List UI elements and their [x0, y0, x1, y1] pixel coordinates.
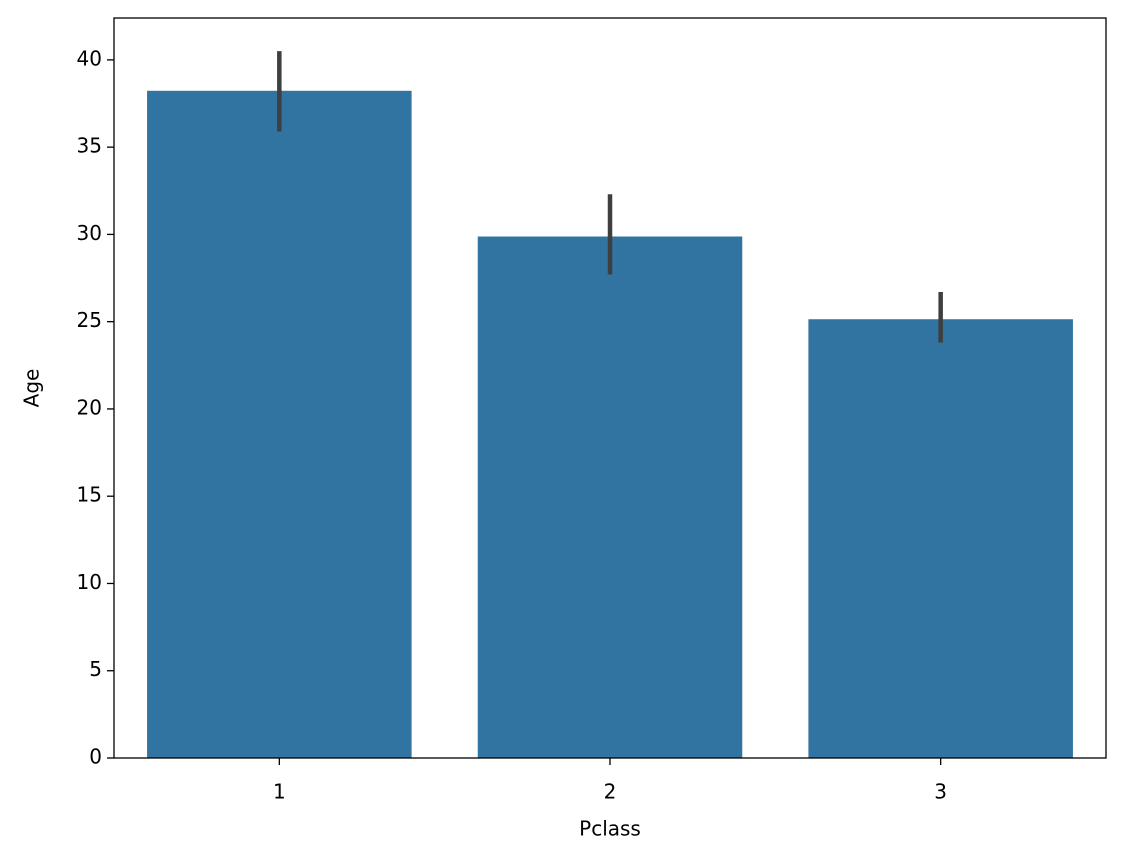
- y-axis-label: Age: [20, 369, 44, 408]
- x-tick-label: 1: [273, 780, 286, 804]
- x-tick-label: 2: [604, 780, 617, 804]
- bar: [808, 319, 1073, 758]
- plot-frame: [113, 17, 1107, 759]
- y-tick-label: 30: [77, 221, 102, 245]
- y-tick-label: 35: [77, 134, 102, 158]
- y-tick-label: 0: [89, 745, 102, 769]
- y-tick-label: 15: [77, 483, 102, 507]
- bar: [147, 90, 412, 758]
- y-tick-label: 10: [77, 570, 102, 594]
- bar: [477, 236, 743, 759]
- x-axis-label: Pclass: [579, 817, 641, 841]
- x-tick-label: 3: [934, 780, 947, 804]
- y-tick-label: 20: [77, 395, 102, 419]
- y-tick-label: 40: [77, 46, 102, 70]
- y-tick-label: 25: [77, 308, 102, 332]
- y-tick-label: 5: [89, 657, 102, 681]
